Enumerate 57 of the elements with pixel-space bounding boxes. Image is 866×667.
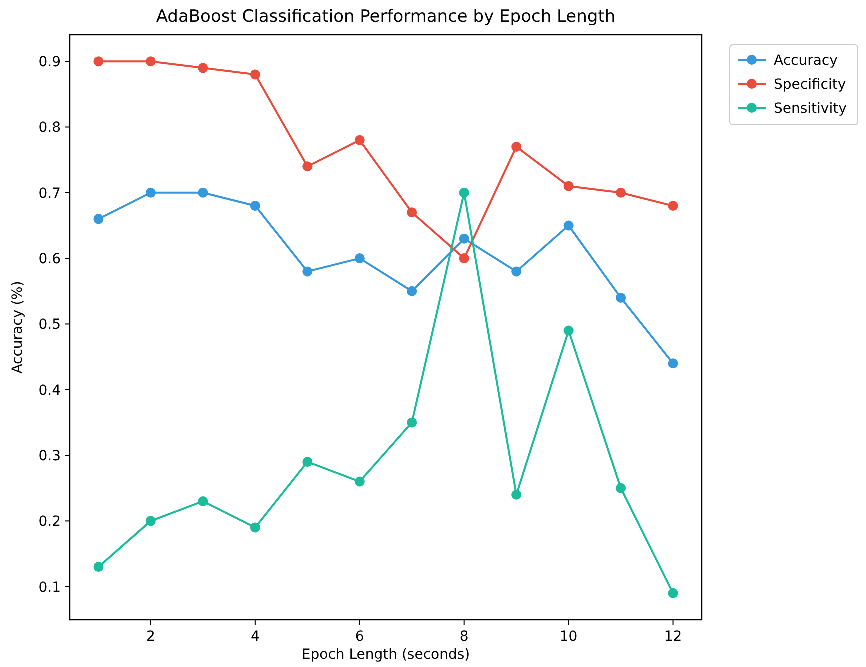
y-tick-label: 0.5 <box>38 317 61 334</box>
point <box>512 142 522 152</box>
point <box>302 162 313 172</box>
point <box>198 496 208 506</box>
x-tick-label: 2 <box>146 629 156 645</box>
chart-title: AdaBoost Classification Performance by Epoch Length <box>156 7 616 27</box>
point <box>354 254 365 264</box>
y-tick-label: 0.8 <box>38 120 61 136</box>
x-tick-label: 10 <box>560 629 578 645</box>
point <box>407 208 418 218</box>
y-tick-label: 0.2 <box>38 514 61 530</box>
y-tick-label: 0.9 <box>38 54 61 71</box>
y-tick-label: 0.3 <box>38 448 61 465</box>
y-tick-label: 0.7 <box>38 186 61 202</box>
point <box>459 188 470 198</box>
point <box>94 562 104 572</box>
point <box>146 188 156 198</box>
legend-label: Sensitivity <box>774 101 847 117</box>
point <box>407 286 418 296</box>
point <box>459 234 470 244</box>
x-tick-label: 12 <box>664 629 682 645</box>
point <box>250 70 260 80</box>
point <box>146 56 156 67</box>
y-tick-label: 0.1 <box>38 580 61 596</box>
point <box>564 326 574 336</box>
point <box>354 135 365 146</box>
point <box>302 457 313 468</box>
x-tick-label: 4 <box>250 629 260 645</box>
point <box>616 292 626 303</box>
point <box>250 201 260 212</box>
point <box>198 188 208 198</box>
point <box>94 56 104 67</box>
point <box>564 220 574 231</box>
point <box>250 522 260 533</box>
y-tick-label: 0.6 <box>38 252 62 268</box>
point <box>616 483 626 494</box>
point <box>459 254 470 264</box>
point <box>354 476 365 487</box>
legend-label: Accuracy <box>774 53 838 69</box>
point <box>616 188 626 198</box>
legend-label: Specificity <box>774 77 846 93</box>
point <box>668 588 678 598</box>
point <box>146 516 156 526</box>
point <box>407 418 418 428</box>
point <box>512 490 522 500</box>
y-axis-title: Accuracy (%) <box>10 281 26 374</box>
point <box>668 358 678 369</box>
point <box>198 63 208 74</box>
point <box>668 201 678 212</box>
point <box>94 214 104 224</box>
y-tick-label: 0.4 <box>38 382 62 399</box>
point <box>302 266 313 277</box>
x-axis-title: Epoch Length (seconds) <box>302 647 470 663</box>
point <box>512 266 522 277</box>
point <box>564 181 574 192</box>
x-tick-label: 8 <box>460 629 469 645</box>
x-tick-label: 6 <box>355 629 364 645</box>
